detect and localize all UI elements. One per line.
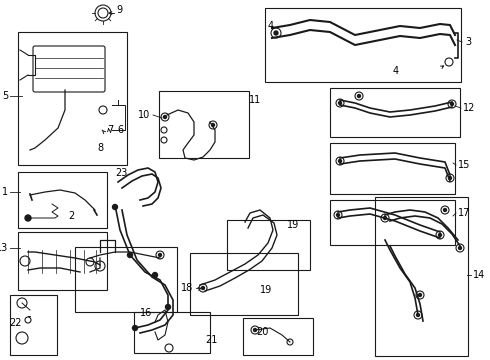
Text: 12: 12	[463, 103, 475, 113]
Bar	[330, 200, 455, 245]
Bar	[375, 197, 468, 356]
Circle shape	[212, 123, 215, 126]
Text: 8: 8	[97, 143, 103, 153]
Text: 18: 18	[181, 283, 193, 293]
Bar	[190, 253, 298, 315]
Text: 7: 7	[107, 125, 113, 135]
Text: 15: 15	[458, 160, 470, 170]
Text: 23: 23	[115, 168, 127, 178]
Circle shape	[152, 273, 157, 278]
Circle shape	[113, 204, 118, 210]
Text: 16: 16	[140, 308, 152, 318]
Text: 13: 13	[0, 243, 8, 253]
Circle shape	[25, 215, 31, 221]
Circle shape	[448, 176, 451, 180]
Bar	[75, 247, 177, 312]
Text: 11: 11	[249, 95, 261, 105]
Circle shape	[443, 208, 446, 211]
Text: 19: 19	[287, 220, 299, 230]
Text: 2: 2	[68, 211, 74, 221]
Text: 20: 20	[256, 327, 269, 337]
Circle shape	[337, 213, 340, 216]
Text: 5: 5	[2, 91, 8, 101]
Bar	[18, 32, 127, 165]
Circle shape	[439, 234, 441, 237]
Text: 9: 9	[116, 5, 122, 15]
Text: 17: 17	[458, 208, 470, 218]
Text: 21: 21	[205, 335, 218, 345]
Bar	[159, 91, 249, 158]
Circle shape	[339, 102, 342, 104]
Text: 4: 4	[268, 21, 274, 31]
Bar	[227, 220, 310, 270]
Bar	[330, 143, 455, 194]
Circle shape	[274, 31, 278, 35]
Circle shape	[416, 314, 419, 316]
Text: 6: 6	[117, 125, 123, 135]
Circle shape	[384, 216, 387, 220]
Bar	[134, 312, 210, 353]
Text: 10: 10	[138, 110, 150, 120]
Circle shape	[127, 252, 132, 257]
Circle shape	[201, 287, 204, 289]
Circle shape	[132, 325, 138, 330]
Circle shape	[253, 328, 256, 332]
Bar	[243, 318, 313, 355]
Circle shape	[339, 159, 342, 162]
Bar	[18, 172, 107, 228]
Circle shape	[358, 94, 361, 98]
Circle shape	[158, 253, 162, 256]
Circle shape	[418, 293, 421, 297]
Text: 4: 4	[393, 66, 399, 76]
Bar	[10, 295, 57, 355]
Bar	[330, 88, 460, 137]
Circle shape	[459, 247, 462, 249]
Text: 3: 3	[465, 37, 471, 47]
Text: 14: 14	[473, 270, 485, 280]
Bar	[18, 232, 107, 290]
Circle shape	[166, 305, 171, 310]
Text: 22: 22	[9, 318, 22, 328]
Bar	[265, 8, 461, 82]
Text: 1: 1	[2, 187, 8, 197]
Text: 19: 19	[260, 285, 272, 295]
Circle shape	[450, 103, 454, 105]
Circle shape	[164, 116, 167, 118]
